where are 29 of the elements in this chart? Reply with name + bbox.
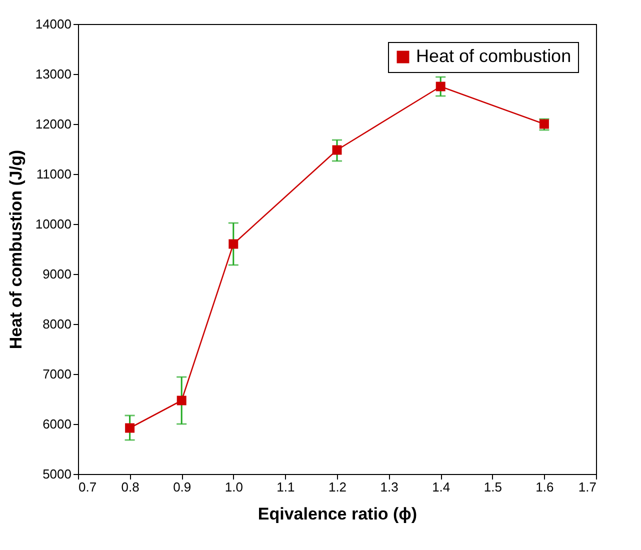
y-tick-label: 11000 xyxy=(36,166,72,182)
x-tick-label: 1.6 xyxy=(536,480,554,494)
x-tick-label: 1.7 xyxy=(578,480,596,494)
x-tick-label: 1.5 xyxy=(484,480,502,494)
x-tick-label: 1.3 xyxy=(380,480,398,494)
point xyxy=(436,82,446,92)
point xyxy=(228,239,238,249)
y-tick-label: 13000 xyxy=(35,66,72,82)
y-tick-label: 12000 xyxy=(35,116,72,132)
y-tick-label: 7000 xyxy=(42,366,72,382)
x-tick-label: 0.8 xyxy=(121,480,140,494)
x-tick-label: 0.9 xyxy=(173,480,192,494)
x-tick-label: 1.1 xyxy=(276,480,295,494)
y-axis-title: Heat of combustion (J/g) xyxy=(6,150,26,350)
legend-label: Heat of combustion xyxy=(416,46,572,66)
x-tick-label: 1.0 xyxy=(224,480,243,494)
point xyxy=(176,396,186,406)
x-tick-label: 1.4 xyxy=(432,480,450,494)
y-tick-label: 10000 xyxy=(35,216,72,232)
y-tick-label: 8000 xyxy=(42,316,72,332)
x-tick-label: 1.2 xyxy=(328,480,347,494)
point xyxy=(125,423,135,433)
y-tick-label: 9000 xyxy=(42,266,72,282)
y-tick-label: 14000 xyxy=(35,16,72,32)
y-tick-label: 6000 xyxy=(42,416,72,432)
y-tick-label: 5000 xyxy=(42,466,72,482)
x-axis-title: Eqivalence ratio (ϕ) xyxy=(258,504,418,524)
point xyxy=(332,145,342,155)
x-tick-label: 0.7 xyxy=(78,480,97,494)
